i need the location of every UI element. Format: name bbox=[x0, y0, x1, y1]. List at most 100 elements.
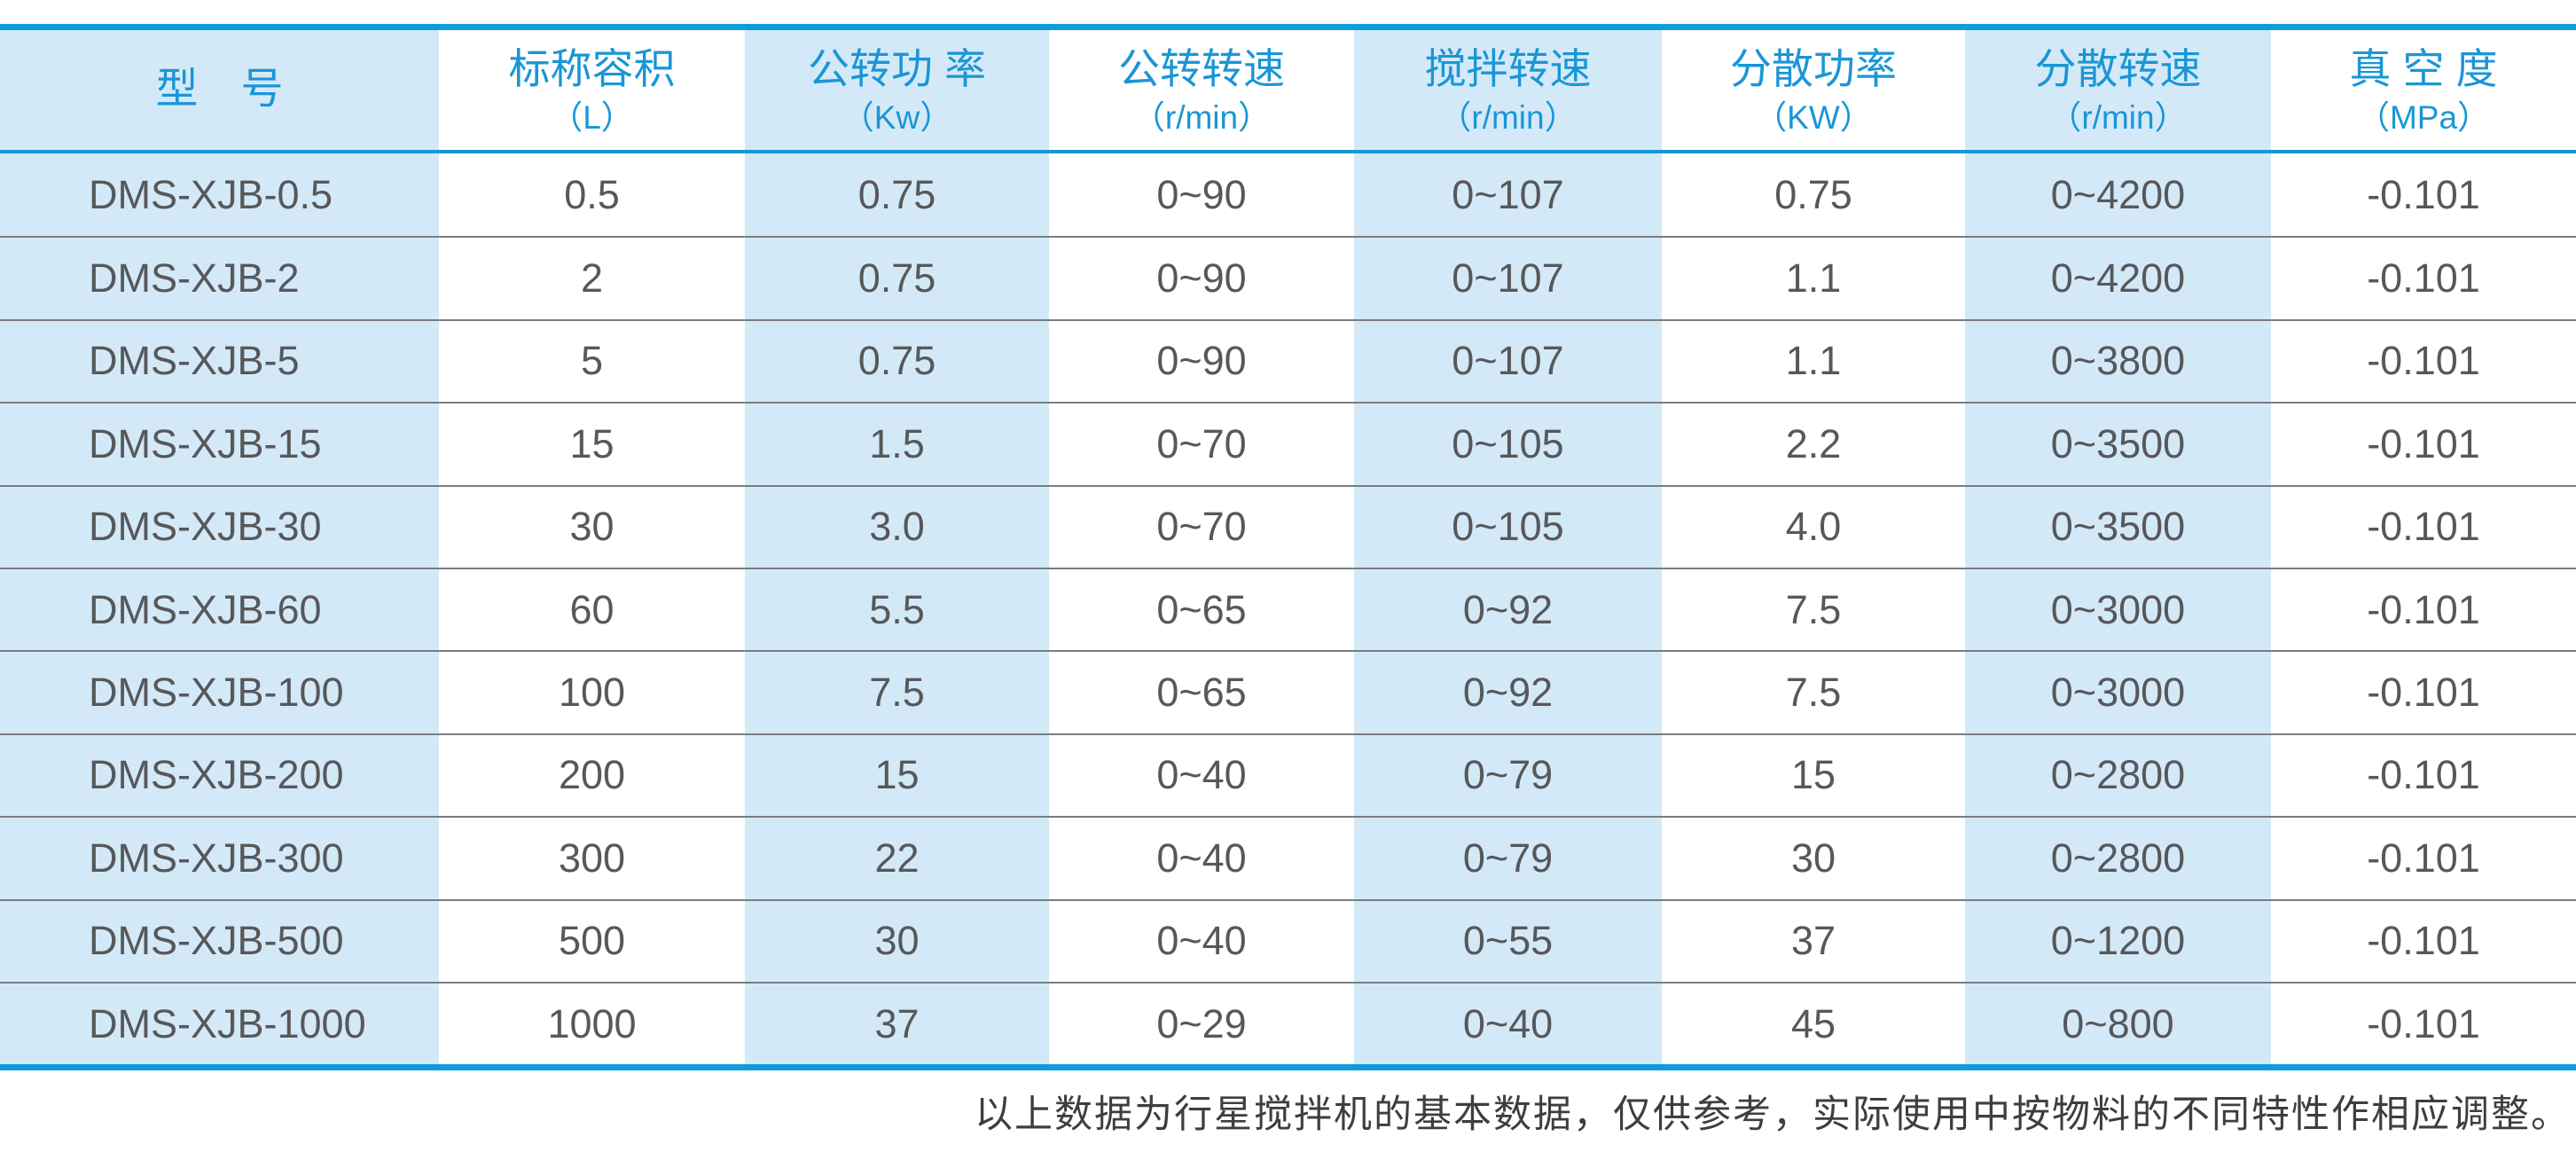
dispersion-speed-cell: 0~3500 bbox=[1965, 486, 2271, 568]
column-header-dispersion-power: 分散功率 （KW） bbox=[1662, 30, 1965, 150]
column-header-label: 标称容积 bbox=[508, 45, 676, 93]
revolution-speed-cell: 0~29 bbox=[1156, 1000, 1247, 1046]
dispersion-power-cell: 37 bbox=[1790, 918, 1836, 964]
dispersion-power-cell: 1.1 bbox=[1785, 255, 1842, 302]
dispersion-power-cell: 7.5 bbox=[1785, 670, 1842, 716]
dispersion-power-cell: 45 bbox=[1790, 1000, 1836, 1046]
dispersion-power-cell: 2.2 bbox=[1785, 420, 1842, 466]
revolution-power-cell: 0.75 bbox=[745, 153, 1049, 237]
stirring-speed-cell: 0~92 bbox=[1354, 652, 1662, 733]
stirring-speed-cell: 0~55 bbox=[1354, 900, 1662, 982]
column-header-model: 型 号 bbox=[0, 30, 439, 150]
stirring-speed-cell: 0~79 bbox=[1354, 734, 1662, 817]
dispersion-speed-cell: 0~3500 bbox=[1965, 404, 2271, 485]
stirring-speed-cell: 0~107 bbox=[1354, 153, 1662, 237]
stirring-speed-cell: 0~40 bbox=[1354, 983, 1662, 1065]
vacuum-degree-cell: -0.101 bbox=[2367, 835, 2480, 881]
dispersion-speed-cell: 0~3800 bbox=[1965, 320, 2271, 403]
capacity-cell: 15 bbox=[569, 420, 615, 466]
column-header-unit: （r/min） bbox=[1131, 98, 1272, 136]
capacity-cell: 1000 bbox=[547, 1000, 637, 1046]
column-header-unit: （L） bbox=[550, 98, 634, 136]
column-header-revolution-power: 公转功 率 （Kw） bbox=[745, 30, 1049, 150]
model-cell: DMS-XJB-2 bbox=[0, 238, 439, 319]
column-header-unit: （KW） bbox=[1754, 98, 1873, 136]
column-header-label: 分散功率 bbox=[1730, 45, 1897, 93]
table-row: DMS-XJB-200 200 15 0~40 0~79 15 0~2800 -… bbox=[0, 733, 2576, 817]
model-cell: DMS-XJB-1000 bbox=[0, 983, 439, 1065]
revolution-power-cell: 15 bbox=[745, 734, 1049, 817]
table-row: DMS-XJB-300 300 22 0~40 0~79 30 0~2800 -… bbox=[0, 816, 2576, 899]
model-cell: DMS-XJB-30 bbox=[0, 486, 439, 568]
stirring-speed-cell: 0~92 bbox=[1354, 568, 1662, 651]
dispersion-power-cell: 30 bbox=[1790, 835, 1836, 881]
column-header-revolution-speed: 公转转速 （r/min） bbox=[1049, 30, 1354, 150]
capacity-cell: 30 bbox=[569, 504, 615, 550]
capacity-cell: 100 bbox=[558, 670, 626, 716]
stirring-speed-cell: 0~107 bbox=[1354, 238, 1662, 319]
revolution-speed-cell: 0~90 bbox=[1156, 171, 1247, 217]
column-header-dispersion-speed: 分散转速 （r/min） bbox=[1965, 30, 2271, 150]
dispersion-speed-cell: 0~1200 bbox=[1965, 900, 2271, 982]
column-header-label: 搅拌转速 bbox=[1424, 45, 1592, 93]
model-cell: DMS-XJB-100 bbox=[0, 652, 439, 733]
revolution-speed-cell: 0~90 bbox=[1156, 255, 1247, 302]
revolution-speed-cell: 0~65 bbox=[1156, 586, 1247, 632]
vacuum-degree-cell: -0.101 bbox=[2367, 420, 2480, 466]
revolution-power-cell: 0.75 bbox=[745, 238, 1049, 319]
dispersion-speed-cell: 0~800 bbox=[1965, 983, 2271, 1065]
model-cell: DMS-XJB-500 bbox=[0, 900, 439, 982]
dispersion-power-cell: 15 bbox=[1790, 752, 1836, 798]
model-cell: DMS-XJB-0.5 bbox=[0, 153, 439, 237]
table-bottom-border bbox=[0, 1064, 2576, 1071]
vacuum-degree-cell: -0.101 bbox=[2367, 670, 2480, 716]
vacuum-degree-cell: -0.101 bbox=[2367, 504, 2480, 550]
vacuum-degree-cell: -0.101 bbox=[2367, 255, 2480, 302]
revolution-power-cell: 3.0 bbox=[745, 486, 1049, 568]
column-header-unit: （r/min） bbox=[1438, 98, 1578, 136]
footnote-text: 以上数据为行星搅拌机的基本数据，仅供参考，实际使用中按物料的不同特性作相应调整。 bbox=[975, 1093, 2571, 1138]
column-header-capacity: 标称容积 （L） bbox=[439, 30, 745, 150]
vacuum-degree-cell: -0.101 bbox=[2367, 171, 2480, 217]
table-body: DMS-XJB-0.5 0.5 0.75 0~90 0~107 0.75 0~4… bbox=[0, 153, 2576, 1065]
table-row: DMS-XJB-60 60 5.5 0~65 0~92 7.5 0~3000 -… bbox=[0, 567, 2576, 651]
table-row: DMS-XJB-2 2 0.75 0~90 0~107 1.1 0~4200 -… bbox=[0, 236, 2576, 319]
revolution-power-cell: 22 bbox=[745, 818, 1049, 899]
revolution-power-cell: 37 bbox=[745, 983, 1049, 1065]
stirring-speed-cell: 0~105 bbox=[1354, 486, 1662, 568]
revolution-speed-cell: 0~65 bbox=[1156, 670, 1247, 716]
table-row: DMS-XJB-0.5 0.5 0.75 0~90 0~107 0.75 0~4… bbox=[0, 153, 2576, 237]
vacuum-degree-cell: -0.101 bbox=[2367, 586, 2480, 632]
column-header-unit: （MPa） bbox=[2356, 98, 2491, 136]
table-top-border bbox=[0, 24, 2576, 30]
column-header-unit: （Kw） bbox=[841, 98, 953, 136]
vacuum-degree-cell: -0.101 bbox=[2367, 918, 2480, 964]
capacity-cell: 200 bbox=[558, 752, 626, 798]
table-row: DMS-XJB-15 15 1.5 0~70 0~105 2.2 0~3500 … bbox=[0, 402, 2576, 485]
column-header-label: 公转转速 bbox=[1118, 45, 1285, 93]
revolution-power-cell: 5.5 bbox=[745, 568, 1049, 651]
column-header-label: 型 号 bbox=[155, 66, 284, 114]
dispersion-power-cell: 7.5 bbox=[1785, 586, 1842, 632]
column-header-unit: （r/min） bbox=[2048, 98, 2188, 136]
vacuum-degree-cell: -0.101 bbox=[2367, 338, 2480, 384]
table-row: DMS-XJB-500 500 30 0~40 0~55 37 0~1200 -… bbox=[0, 898, 2576, 982]
column-header-label: 真 空 度 bbox=[2349, 45, 2498, 93]
revolution-speed-cell: 0~40 bbox=[1156, 752, 1247, 798]
table-row: DMS-XJB-100 100 7.5 0~65 0~92 7.5 0~3000… bbox=[0, 650, 2576, 733]
capacity-cell: 60 bbox=[569, 586, 615, 632]
capacity-cell: 500 bbox=[558, 918, 626, 964]
revolution-power-cell: 30 bbox=[745, 900, 1049, 982]
revolution-speed-cell: 0~40 bbox=[1156, 918, 1247, 964]
table-row: DMS-XJB-1000 1000 37 0~29 0~40 45 0~800 … bbox=[0, 981, 2576, 1065]
stirring-speed-cell: 0~79 bbox=[1354, 818, 1662, 899]
capacity-cell: 300 bbox=[558, 835, 626, 881]
revolution-speed-cell: 0~70 bbox=[1156, 504, 1247, 550]
revolution-power-cell: 1.5 bbox=[745, 404, 1049, 485]
model-cell: DMS-XJB-60 bbox=[0, 568, 439, 651]
table-row: DMS-XJB-5 5 0.75 0~90 0~107 1.1 0~3800 -… bbox=[0, 318, 2576, 403]
revolution-speed-cell: 0~40 bbox=[1156, 835, 1247, 881]
stirring-speed-cell: 0~105 bbox=[1354, 404, 1662, 485]
dispersion-speed-cell: 0~2800 bbox=[1965, 734, 2271, 817]
